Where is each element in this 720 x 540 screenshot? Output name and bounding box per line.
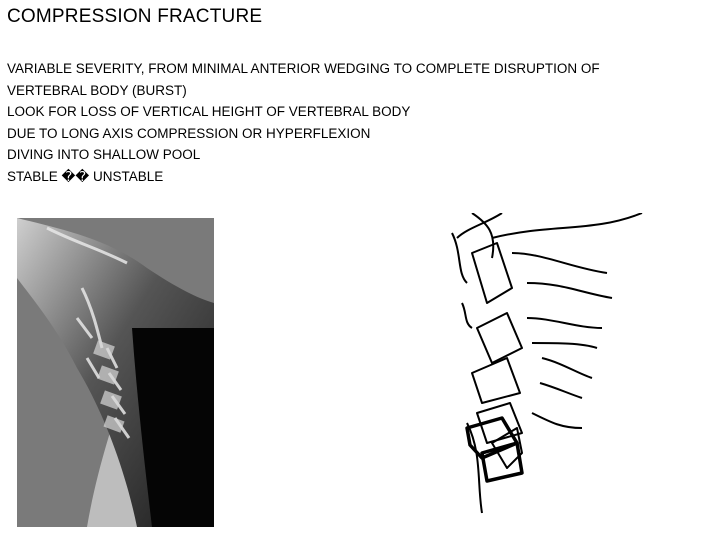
xray-image (17, 218, 214, 527)
text-line: VARIABLE SEVERITY, FROM MINIMAL ANTERIOR… (7, 61, 600, 76)
bullet-list: VARIABLE SEVERITY, FROM MINIMAL ANTERIOR… (7, 58, 600, 187)
text-line: DUE TO LONG AXIS COMPRESSION OR HYPERFLE… (7, 125, 371, 141)
text-line: VERTEBRAL BODY (BURST) (7, 82, 187, 98)
text-line: DIVING INTO SHALLOW POOL (7, 147, 201, 162)
text-line: LOOK FOR LOSS OF VERTICAL HEIGHT OF VERT… (7, 104, 411, 119)
text-line: STABLE �� UNSTABLE (7, 168, 164, 184)
slide-title: COMPRESSION FRACTURE (7, 6, 263, 27)
diagram-image (432, 213, 644, 517)
